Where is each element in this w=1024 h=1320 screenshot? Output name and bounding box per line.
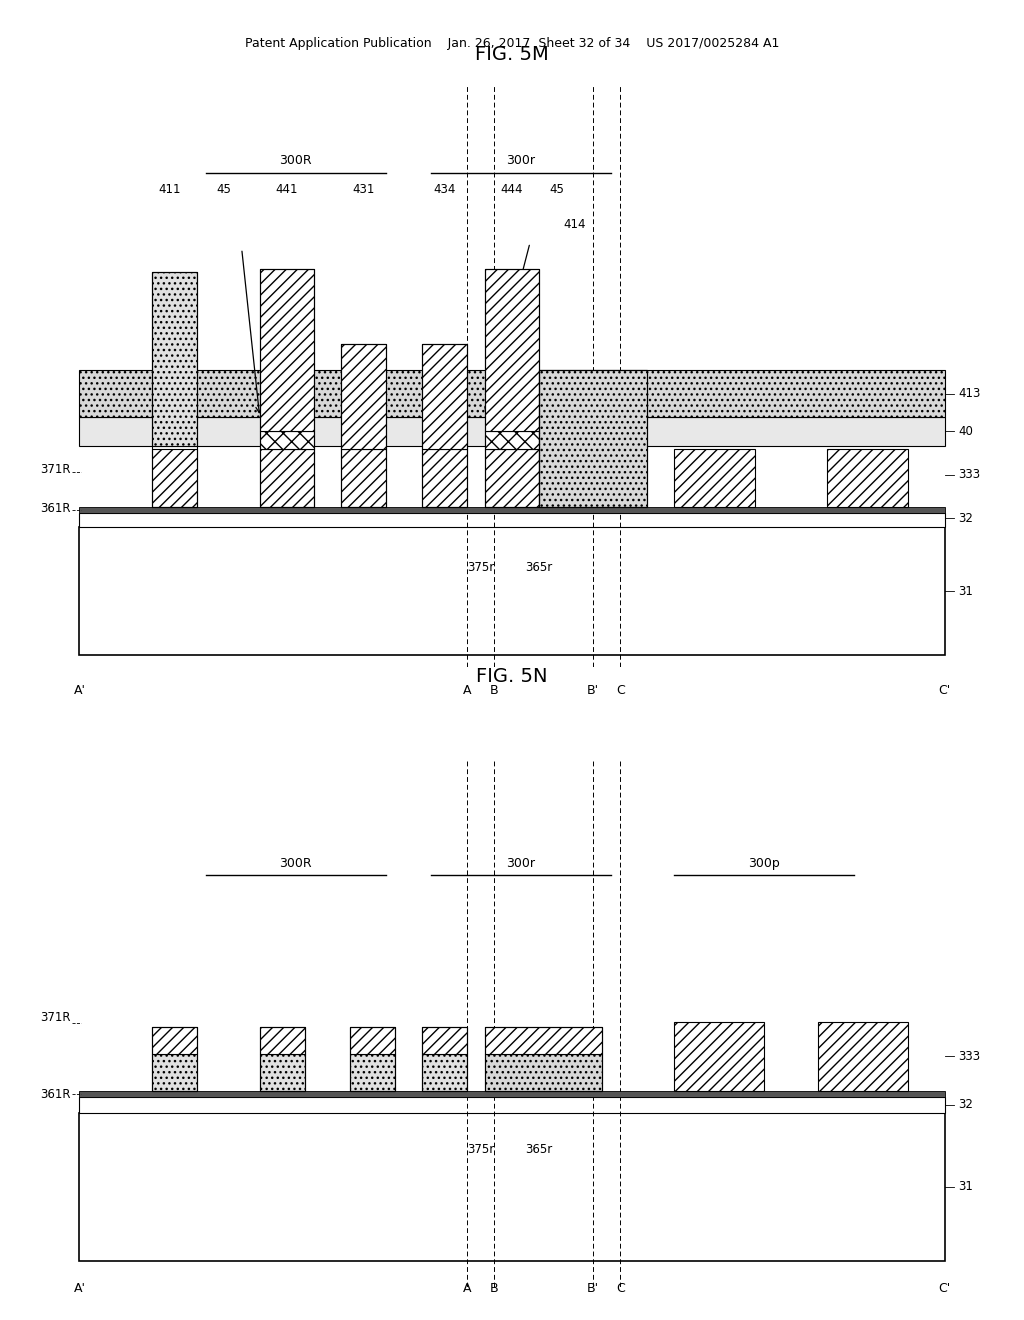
Text: 431: 431 <box>352 183 375 197</box>
Bar <box>485 1027 602 1053</box>
Text: C': C' <box>938 684 950 697</box>
Bar <box>152 1027 197 1053</box>
Bar <box>674 1022 764 1090</box>
Bar <box>152 1053 197 1090</box>
Text: 411: 411 <box>159 183 181 197</box>
Text: 32: 32 <box>958 512 973 525</box>
Bar <box>80 417 944 446</box>
Text: 45: 45 <box>550 183 564 197</box>
Text: B': B' <box>587 1282 599 1295</box>
Bar <box>422 449 467 507</box>
Bar <box>818 1022 908 1090</box>
Text: 371R: 371R <box>40 462 71 475</box>
Bar <box>485 1027 602 1090</box>
Bar <box>260 1027 305 1053</box>
Text: 361R: 361R <box>40 1088 71 1101</box>
Bar <box>485 432 539 449</box>
Bar <box>350 1053 395 1090</box>
Bar <box>152 449 197 507</box>
Bar <box>485 449 539 507</box>
Bar <box>827 449 908 507</box>
Bar <box>422 345 467 449</box>
Bar <box>80 1097 944 1113</box>
Bar <box>80 1113 944 1261</box>
Bar <box>674 449 756 507</box>
Bar <box>260 449 313 507</box>
Text: A': A' <box>74 1282 85 1295</box>
Text: Patent Application Publication    Jan. 26, 2017  Sheet 32 of 34    US 2017/00252: Patent Application Publication Jan. 26, … <box>245 37 779 50</box>
Text: A: A <box>463 1282 471 1295</box>
Text: 371R: 371R <box>40 1011 71 1024</box>
Bar <box>539 371 647 507</box>
Bar <box>485 269 539 507</box>
Bar <box>350 1027 395 1053</box>
Text: 300R: 300R <box>280 857 312 870</box>
Text: 414: 414 <box>564 218 587 231</box>
Text: 333: 333 <box>958 1049 980 1063</box>
Bar <box>350 1027 395 1090</box>
Text: 300R: 300R <box>280 154 312 168</box>
Text: 45: 45 <box>216 183 231 197</box>
Text: 300r: 300r <box>507 154 536 168</box>
Title: FIG. 5N: FIG. 5N <box>476 667 548 686</box>
Bar <box>80 507 944 512</box>
Bar <box>341 345 386 449</box>
Text: 32: 32 <box>958 1098 973 1111</box>
Text: C: C <box>615 1282 625 1295</box>
Bar <box>422 1027 467 1090</box>
Bar <box>341 345 386 507</box>
Text: C: C <box>615 684 625 697</box>
Text: 333: 333 <box>958 469 980 482</box>
Text: 375r: 375r <box>467 561 495 574</box>
Bar <box>485 1053 602 1090</box>
Bar <box>422 345 467 507</box>
Text: 441: 441 <box>275 183 298 197</box>
Bar <box>539 371 647 507</box>
Bar <box>80 371 944 417</box>
Bar <box>422 1053 467 1090</box>
Text: B: B <box>489 1282 499 1295</box>
Bar <box>80 1090 944 1097</box>
Bar <box>152 1027 197 1090</box>
Text: 434: 434 <box>433 183 456 197</box>
Text: 31: 31 <box>958 585 973 598</box>
Bar <box>422 1027 467 1053</box>
Title: FIG. 5M: FIG. 5M <box>475 45 549 65</box>
Bar <box>80 512 944 527</box>
Text: 300p: 300p <box>749 857 780 870</box>
Bar <box>152 272 197 507</box>
Text: A': A' <box>74 684 85 697</box>
Text: B: B <box>489 684 499 697</box>
Text: 31: 31 <box>958 1180 973 1193</box>
Text: 40: 40 <box>958 425 973 438</box>
Text: A: A <box>463 684 471 697</box>
Bar <box>260 1053 305 1090</box>
Bar <box>80 527 944 655</box>
Text: 300r: 300r <box>507 857 536 870</box>
Text: 365r: 365r <box>525 561 553 574</box>
Text: B': B' <box>587 684 599 697</box>
Bar <box>260 432 313 449</box>
Bar <box>260 269 313 432</box>
Text: 413: 413 <box>958 387 980 400</box>
Text: 361R: 361R <box>40 502 71 515</box>
Text: 365r: 365r <box>525 1143 553 1156</box>
Bar <box>152 272 197 446</box>
Bar <box>341 449 386 507</box>
Bar <box>485 269 539 432</box>
Text: 444: 444 <box>501 183 523 197</box>
Text: 375r: 375r <box>467 1143 495 1156</box>
Bar <box>260 269 313 507</box>
Text: C': C' <box>938 1282 950 1295</box>
Bar <box>260 1027 305 1090</box>
